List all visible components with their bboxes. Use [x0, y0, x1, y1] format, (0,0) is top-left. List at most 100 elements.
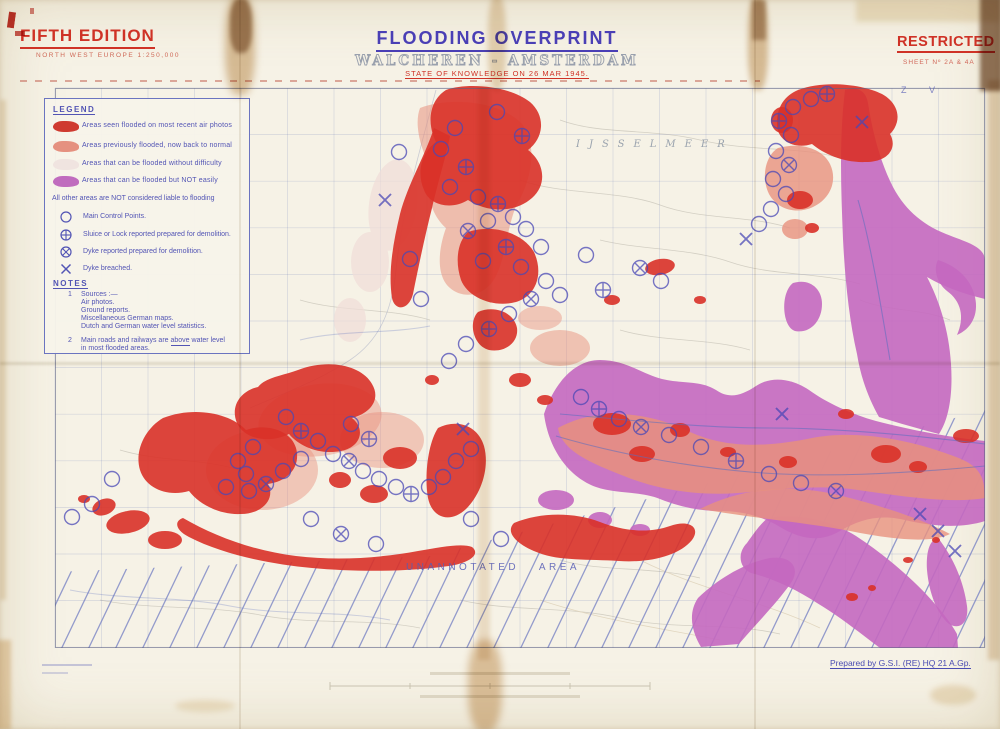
- control-point-marker: [354, 462, 372, 480]
- notes-title: NOTES: [53, 279, 89, 289]
- sluice-lock-marker: [497, 238, 515, 256]
- control-point-icon: [60, 211, 72, 223]
- previous-flood-swatch: [53, 141, 79, 152]
- control-point-marker: [532, 238, 550, 256]
- sluice-lock-marker: [590, 400, 608, 418]
- dyke-demolition-icon: [60, 246, 72, 258]
- control-point-marker: [367, 535, 385, 553]
- note2-number: 2: [68, 337, 72, 344]
- control-point-marker: [274, 462, 292, 480]
- control-point-marker: [412, 290, 430, 308]
- control-point-marker: [792, 474, 810, 492]
- series-label: NORTH WEST EUROPE 1:250,000: [36, 52, 180, 59]
- control-point-marker: [441, 178, 459, 196]
- map-title: FLOODING OVERPRINT: [297, 28, 697, 52]
- control-point-marker: [462, 510, 480, 528]
- control-point-marker: [63, 508, 81, 526]
- legend-row-control-point: Main Control Points.: [45, 211, 249, 225]
- ijsselmeer-label: IJSSELMEER: [576, 139, 734, 150]
- sluice-lock-marker: [480, 320, 498, 338]
- unannotated-area-label: UNANNOTATED AREA: [406, 562, 581, 573]
- note1-line: Ground reports.: [81, 307, 131, 314]
- note1-line: Air photos.: [81, 299, 115, 306]
- control-point-marker: [440, 352, 458, 370]
- control-point-marker: [277, 408, 295, 426]
- dyke-demolition-marker: [522, 290, 540, 308]
- sluice-lock-marker: [513, 127, 531, 145]
- dyke-breached-marker: [855, 115, 869, 129]
- control-point-marker: [500, 305, 518, 323]
- control-point-marker: [309, 432, 327, 450]
- legend-row-dyke-breached: Dyke breached.: [45, 263, 249, 277]
- sluice-lock-icon: [60, 229, 72, 241]
- control-point-marker: [324, 445, 342, 463]
- note2-line2: in most flooded areas.: [81, 345, 150, 352]
- control-point-marker: [492, 530, 510, 548]
- scale-bar: [329, 672, 651, 698]
- control-point-marker: [103, 470, 121, 488]
- control-point-marker: [83, 495, 101, 513]
- prepared-by-credit: Prepared by G.S.I. (RE) HQ 21 A.Gp.: [830, 658, 971, 669]
- note1-line: Sources :—: [81, 291, 118, 298]
- control-point-marker: [457, 335, 475, 353]
- control-point-marker: [764, 170, 782, 188]
- legend-row-easy: Areas that can be flooded without diffic…: [45, 159, 249, 173]
- control-point-marker: [229, 452, 247, 470]
- control-point-marker: [512, 258, 530, 276]
- control-point-marker: [244, 438, 262, 456]
- control-point-marker: [517, 220, 535, 238]
- sluice-lock-marker: [457, 158, 475, 176]
- legend-box: LEGEND Areas seen flooded on most recent…: [44, 98, 250, 354]
- control-point-marker: [750, 215, 768, 233]
- classification-stamp: RESTRICTED: [897, 34, 995, 53]
- control-point-marker: [777, 185, 795, 203]
- sluice-lock-marker: [489, 195, 507, 213]
- edition-label: FIFTH EDITION: [20, 26, 155, 49]
- flood-areas-recent: [78, 84, 979, 601]
- control-point-marker: [551, 286, 569, 304]
- control-point-marker: [692, 438, 710, 456]
- control-point-marker: [434, 468, 452, 486]
- margin-print: [42, 664, 92, 666]
- control-point-marker: [447, 452, 465, 470]
- sluice-lock-marker: [402, 485, 420, 503]
- control-point-marker: [292, 450, 310, 468]
- control-point-marker: [767, 142, 785, 160]
- dyke-demolition-marker: [631, 259, 649, 277]
- control-point-marker: [446, 119, 464, 137]
- note1-line: Miscellaneous German maps.: [81, 315, 174, 322]
- dyke-breached-marker: [775, 407, 789, 421]
- dyke-demolition-marker: [780, 156, 798, 174]
- control-point-marker: [420, 478, 438, 496]
- control-point-marker: [572, 388, 590, 406]
- dyke-breached-marker: [931, 524, 945, 538]
- control-point-marker: [660, 426, 678, 444]
- control-point-marker: [652, 272, 670, 290]
- control-point-marker: [782, 126, 800, 144]
- sluice-lock-marker: [594, 281, 612, 299]
- control-point-marker: [342, 415, 360, 433]
- dyke-breached-marker: [456, 422, 470, 436]
- legend-row-dyke-demolition: Dyke reported prepared for demolition.: [45, 246, 249, 260]
- title-block: FLOODING OVERPRINT WALCHEREN - AMSTERDAM…: [297, 28, 697, 79]
- map-subtitle: WALCHEREN - AMSTERDAM: [355, 53, 639, 70]
- control-point-marker: [577, 246, 595, 264]
- control-point-marker: [802, 90, 820, 108]
- sluice-lock-marker: [727, 452, 745, 470]
- sluice-lock-marker: [818, 85, 836, 103]
- legend-row-not-easy: Areas that can be flooded but NOT easily: [45, 176, 249, 190]
- border-dash-line: [20, 80, 760, 82]
- grid-letters: Z V: [901, 85, 946, 95]
- control-point-marker: [390, 143, 408, 161]
- dyke-breached-marker: [378, 193, 392, 207]
- dyke-demolition-marker: [632, 418, 650, 436]
- control-point-marker: [217, 478, 235, 496]
- control-point-marker: [237, 465, 255, 483]
- control-point-marker: [760, 465, 778, 483]
- control-point-marker: [762, 200, 780, 218]
- control-point-marker: [610, 410, 628, 428]
- easy-flood-swatch: [53, 159, 79, 170]
- dyke-demolition-marker: [459, 222, 477, 240]
